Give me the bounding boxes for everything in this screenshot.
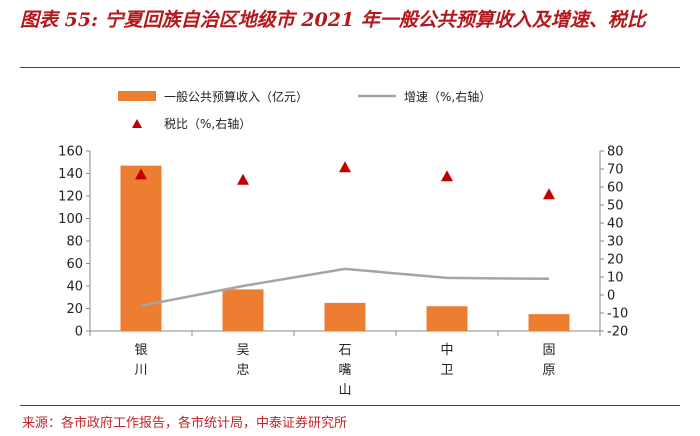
y-left-tick-label: 0 xyxy=(75,325,83,340)
bar-石嘴山 xyxy=(324,302,366,331)
y-left-tick-label: 80 xyxy=(66,235,83,250)
y-right-tick-label: -20 xyxy=(607,325,628,340)
legend-label-line: 增速（%,右轴） xyxy=(404,89,491,104)
legend-swatch-bar xyxy=(118,91,156,101)
x-tick-label-石嘴山: 石嘴山 xyxy=(338,343,351,398)
source-note: 来源：各市政府工作报告，各市统计局，中泰证券研究所 xyxy=(22,416,348,431)
legend-label-bar: 一般公共预算收入（亿元） xyxy=(164,89,308,104)
y-right-tick-label: 70 xyxy=(607,163,624,178)
y-right-tick-label: 10 xyxy=(607,271,624,286)
y-right-tick-label: 30 xyxy=(607,235,624,250)
y-left-tick-label: 140 xyxy=(58,167,83,182)
x-tick-label-固原: 固原 xyxy=(542,343,555,378)
bar-固原 xyxy=(528,314,570,331)
x-tick-label-银川: 银川 xyxy=(134,343,147,378)
tax-ratio-marker-固原 xyxy=(543,188,555,200)
y-right-tick-label: 50 xyxy=(607,199,624,214)
y-right-tick-label: 80 xyxy=(607,145,624,160)
growth-line xyxy=(140,267,550,308)
legend-label-triangle: 税比（%,右轴） xyxy=(164,116,251,131)
plot-area: 0 20 40 60 80 100 120 140 160 -20 -10 0 10 20 30 40 50 60… xyxy=(58,145,628,399)
y-right-tick-label: 40 xyxy=(607,217,624,232)
tax-ratio-marker-吴忠 xyxy=(237,173,249,185)
y-left-tick-label: 40 xyxy=(66,280,83,295)
source-divider xyxy=(20,405,680,406)
chart: 一般公共预算收入（亿元） 增速（%,右轴） 税比（%,右轴） 0 20 40 60 80… xyxy=(58,89,628,399)
y-left-tick-label: 60 xyxy=(66,257,83,272)
legend: 一般公共预算收入（亿元） 增速（%,右轴） 税比（%,右轴） xyxy=(118,89,491,131)
y-left-tick-label: 20 xyxy=(66,302,83,317)
tax-ratio-marker-银川 xyxy=(135,168,147,180)
legend-swatch-triangle xyxy=(132,119,142,128)
y-right-tick-label: -10 xyxy=(607,307,628,322)
figure-title: 图表 55: 宁夏回族自治区地级市 2021 年一般公共预算收入及增速、税比 xyxy=(20,9,646,31)
x-tick-label-吴忠: 吴忠 xyxy=(236,343,249,378)
bar-中卫 xyxy=(426,306,468,331)
x-tick-label-中卫: 中卫 xyxy=(440,343,453,378)
y-left-tick-label: 160 xyxy=(58,145,83,160)
y-left-tick-label: 120 xyxy=(58,190,83,205)
bar-吴忠 xyxy=(222,289,264,331)
y-left-tick-label: 100 xyxy=(58,212,83,227)
y-right-tick-label: 60 xyxy=(607,181,624,196)
tax-ratio-marker-石嘴山 xyxy=(339,161,351,173)
y-right-tick-label: 20 xyxy=(607,253,624,268)
title-divider xyxy=(20,67,680,68)
tax-ratio-marker-中卫 xyxy=(441,170,453,182)
y-right-tick-label: 0 xyxy=(607,289,615,304)
bar-银川 xyxy=(120,165,162,331)
